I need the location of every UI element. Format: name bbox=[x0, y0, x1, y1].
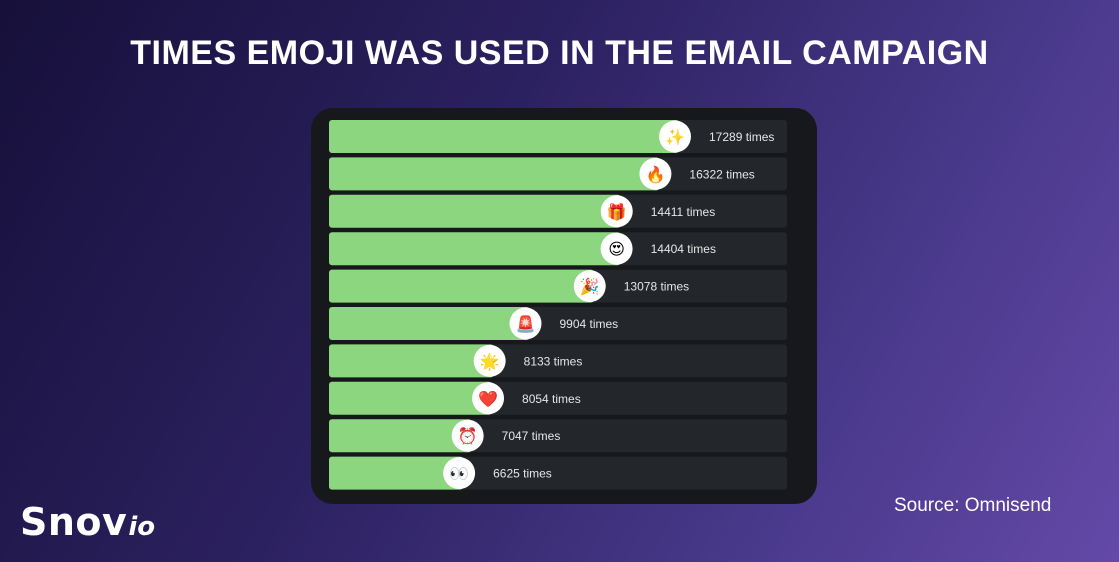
source-note: Source: Omnisend bbox=[894, 495, 1052, 516]
emoji-badge-fire bbox=[639, 157, 672, 190]
bar-sparkles bbox=[329, 120, 679, 153]
logo-suffix-text: io bbox=[128, 512, 156, 542]
snovio-logo: Snovio bbox=[20, 500, 155, 544]
bar-chart: ✨ 17289 times 🔥 16322 times 🎁 14411 times 😍 144… bbox=[329, 120, 787, 490]
wrapped-gift-icon: 🎁 bbox=[607, 202, 627, 221]
bar-police-light bbox=[329, 307, 530, 340]
value-label-2: 16322 times bbox=[689, 167, 754, 181]
party-popper-icon: 🎉 bbox=[580, 277, 600, 296]
alarm-clock-icon: ⏰ bbox=[458, 427, 478, 446]
value-label-9: 7047 times bbox=[502, 429, 561, 443]
bar-heart-eyes bbox=[329, 232, 621, 266]
emoji-badge-alarm-clock bbox=[451, 419, 484, 452]
bar-alarm-clock bbox=[329, 419, 472, 453]
value-label-5: 13078 times bbox=[624, 280, 689, 294]
red-heart-icon: ❤️ bbox=[478, 389, 498, 408]
emoji-badge-glowing-star bbox=[473, 344, 506, 377]
emoji-badge-eyes bbox=[443, 457, 476, 490]
police-light-icon: 🚨 bbox=[516, 315, 536, 334]
value-label-1: 17289 times bbox=[709, 130, 774, 144]
value-label-10: 6625 times bbox=[493, 467, 552, 481]
value-label-7: 8133 times bbox=[524, 354, 583, 368]
value-label-8: 8054 times bbox=[522, 392, 581, 406]
value-label-6: 9904 times bbox=[559, 317, 618, 331]
emoji-badge-red-heart bbox=[472, 382, 505, 415]
bar-fire bbox=[329, 157, 660, 191]
glowing-star-icon: 🌟 bbox=[480, 352, 500, 371]
value-label-3: 14411 times bbox=[651, 205, 715, 219]
emoji-badge-wrapped-gift bbox=[600, 195, 633, 228]
bar-red-heart bbox=[329, 381, 493, 415]
emoji-badge-police-light bbox=[509, 307, 542, 340]
bar-wrapped-gift bbox=[329, 194, 621, 228]
bar-party-popper bbox=[329, 269, 594, 303]
chart-panel: ✨ 17289 times 🔥 16322 times 🎁 14411 times 😍 144… bbox=[311, 108, 817, 504]
eyes-icon: 👀 bbox=[449, 464, 469, 483]
emoji-badge-party-popper bbox=[573, 270, 606, 303]
heart-eyes-icon: 😍 bbox=[608, 240, 625, 259]
emoji-badge-heart-eyes bbox=[600, 232, 633, 265]
logo-main-text: Snov bbox=[20, 500, 128, 544]
value-label-4: 14404 times bbox=[651, 242, 716, 256]
fire-icon: 🔥 bbox=[645, 165, 665, 184]
sparkles-icon: ✨ bbox=[665, 128, 685, 147]
emoji-badge-sparkles bbox=[659, 120, 691, 153]
chart-title: TIMES EMOJI WAS USED IN THE EMAIL CAMPAI… bbox=[130, 34, 989, 72]
bar-eyes bbox=[329, 456, 464, 490]
bar-glowing-star bbox=[329, 344, 494, 378]
